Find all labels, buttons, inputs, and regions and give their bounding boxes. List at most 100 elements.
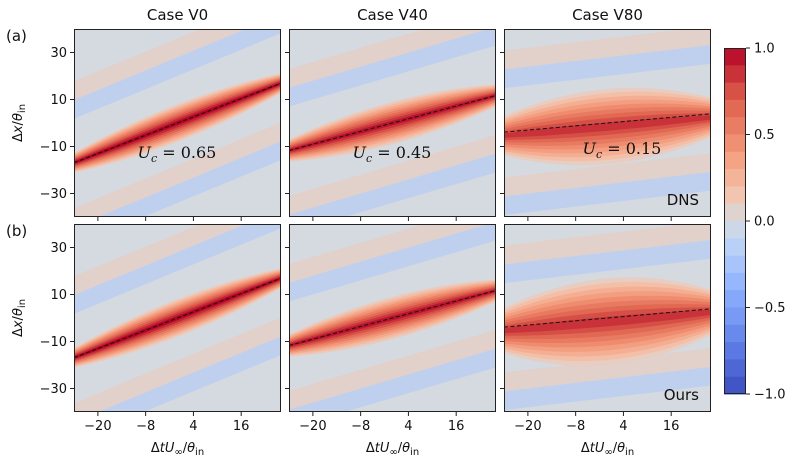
colorbar-level xyxy=(724,151,746,170)
x-tick-label: 4 xyxy=(189,419,197,434)
colorbar-level xyxy=(724,324,746,343)
x-tick-label: −8 xyxy=(136,419,155,434)
colorbar-level xyxy=(724,307,746,326)
uc-annotation: Uc = 0.15 xyxy=(583,139,662,161)
band-contour xyxy=(74,317,281,412)
colorbar-level xyxy=(724,82,746,101)
y-axis-label: Δx/θin xyxy=(11,104,28,142)
colorbar-frame xyxy=(724,48,746,394)
panel-p0-1 xyxy=(289,29,496,217)
band-contour xyxy=(74,29,281,119)
convection-line xyxy=(289,290,496,346)
ridge-contour xyxy=(504,115,711,138)
convection-line xyxy=(74,277,281,359)
colorbar-tick-label: −1.0 xyxy=(754,388,786,403)
uc-annotation: Uc = 0.65 xyxy=(138,143,217,165)
colorbar-tick-label: 1.0 xyxy=(754,42,775,57)
x-tick-label: −8 xyxy=(351,419,370,434)
colorbar-level xyxy=(724,99,746,118)
colorbar-level xyxy=(724,203,746,222)
uc-annotation: Uc = 0.45 xyxy=(353,143,432,165)
band-contour xyxy=(289,224,496,302)
x-tick-label: 4 xyxy=(619,419,627,434)
column-title: Case V40 xyxy=(357,6,428,24)
x-tick-label: 16 xyxy=(448,419,465,434)
panel-frame xyxy=(289,224,496,412)
band-contour xyxy=(74,224,246,295)
colorbar-tick-label: 0.5 xyxy=(754,128,775,143)
ridge-contour xyxy=(504,309,711,334)
band-contour xyxy=(504,239,711,284)
band-contour xyxy=(504,171,711,216)
panel-p1-2 xyxy=(504,224,711,412)
band-contour xyxy=(289,153,496,217)
x-tick-label: −20 xyxy=(84,419,111,434)
band-contour xyxy=(74,29,246,100)
colorbar-level xyxy=(724,238,746,257)
colorbar-tick-label: 0.0 xyxy=(754,215,775,230)
band-contour xyxy=(504,29,711,70)
panel-label: (a) xyxy=(6,27,27,45)
y-tick-label: 30 xyxy=(50,241,67,256)
band-contour xyxy=(74,122,281,217)
convection-line xyxy=(289,95,496,151)
colorbar-level xyxy=(724,255,746,274)
colorbar-level xyxy=(724,376,746,395)
colorbar-level xyxy=(724,221,746,239)
panel-p1-1 xyxy=(289,224,496,412)
x-tick-label: 16 xyxy=(233,419,250,434)
band-contour xyxy=(289,134,496,215)
x-tick-label: −8 xyxy=(566,419,585,434)
band-contour xyxy=(504,153,711,197)
colorbar-level xyxy=(724,342,746,360)
band-contour xyxy=(289,29,496,107)
band-contour xyxy=(504,224,711,265)
y-tick-label: −10 xyxy=(40,335,67,350)
colorbar-level xyxy=(724,290,746,308)
colorbar-tick-label: −0.5 xyxy=(754,301,786,316)
x-tick-label: 4 xyxy=(404,419,412,434)
x-axis-label: ΔtU∞/θin xyxy=(581,441,634,458)
y-tick-label: 30 xyxy=(50,46,67,61)
y-tick-label: −30 xyxy=(40,382,67,397)
band-contour xyxy=(289,29,489,88)
row-tag-label: DNS xyxy=(667,191,699,209)
colorbar-level xyxy=(724,117,746,135)
x-axis-label: ΔtU∞/θin xyxy=(151,441,204,458)
panel-frame xyxy=(74,29,281,217)
convection-line xyxy=(74,82,281,164)
panel-label: (b) xyxy=(6,222,27,240)
y-tick-label: −10 xyxy=(40,140,67,155)
panel-frame xyxy=(504,224,711,412)
x-tick-label: −20 xyxy=(299,419,326,434)
y-tick-label: 10 xyxy=(50,93,67,108)
band-contour xyxy=(504,44,711,89)
band-contour xyxy=(74,224,281,314)
colorbar-level xyxy=(724,48,746,66)
panel-frame xyxy=(504,29,711,217)
y-axis-label: Δx/θin xyxy=(11,299,28,337)
band-contour xyxy=(504,348,711,392)
colorbar-level xyxy=(724,272,746,291)
column-title: Case V0 xyxy=(147,6,208,24)
convection-line xyxy=(504,308,711,328)
x-axis-label: ΔtU∞/θin xyxy=(366,441,419,458)
panel-p0-2 xyxy=(504,29,711,217)
panel-p1-0 xyxy=(74,224,281,412)
x-tick-label: −20 xyxy=(514,419,541,434)
band-contour xyxy=(289,224,489,283)
panel-frame xyxy=(74,224,281,412)
colorbar-level xyxy=(724,134,746,153)
band-contour xyxy=(289,348,496,412)
convection-line xyxy=(504,113,711,133)
panel-p0-0 xyxy=(74,29,281,217)
band-contour xyxy=(504,366,711,411)
colorbar-level xyxy=(724,169,746,187)
row-tag-label: Ours xyxy=(664,386,699,404)
colorbar-level xyxy=(724,359,746,378)
column-title: Case V80 xyxy=(572,6,643,24)
y-tick-label: 10 xyxy=(50,288,67,303)
x-tick-label: 16 xyxy=(663,419,680,434)
colorbar-level xyxy=(724,65,746,84)
